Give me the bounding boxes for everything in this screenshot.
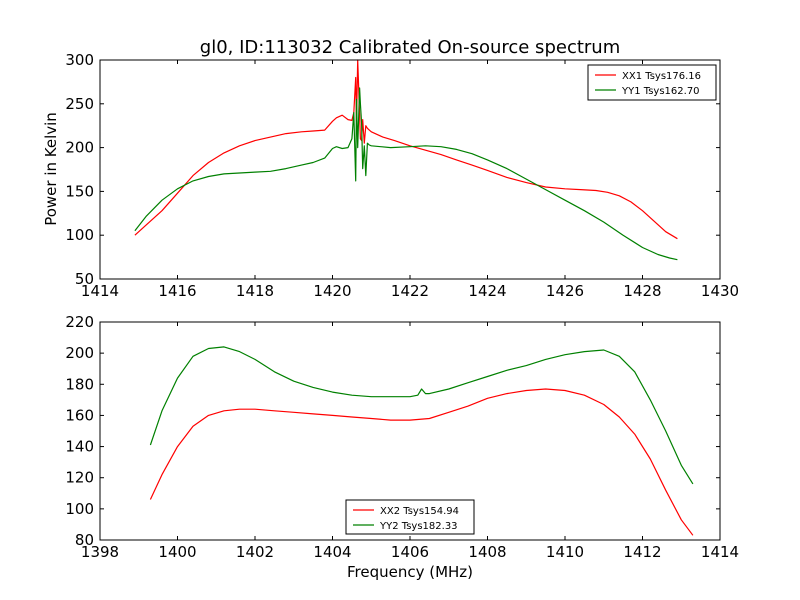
bottom-series-line-1	[149, 388, 694, 536]
bottom-legend-label-2: YY2 Tsys182.33	[379, 521, 458, 532]
top-y-tick-label: 300	[65, 51, 94, 69]
bottom-y-tick-label: 160	[65, 406, 94, 424]
bottom-x-tick-label: 1398	[81, 543, 119, 561]
bottom-x-tick-label: 1412	[623, 543, 661, 561]
top-legend-box	[587, 64, 717, 101]
bottom-x-tick-label: 1410	[546, 543, 584, 561]
top-x-tick-label: 1426	[546, 282, 584, 300]
top-y-tick-label: 100	[65, 226, 94, 244]
top-chart-panel: gl0, ID:113032 Calibrated On-source spec…	[42, 37, 739, 300]
top-x-tick-label: 1422	[391, 282, 429, 300]
top-x-tick-label: 1424	[468, 282, 506, 300]
top-chart-title: gl0, ID:113032 Calibrated On-source spec…	[200, 37, 620, 58]
bottom-y-tick-label: 120	[65, 469, 94, 487]
bottom-y-tick-label: 200	[65, 344, 94, 362]
bottom-y-tick-label: 100	[65, 500, 94, 518]
top-legend: XX1 Tsys176.16 YY1 Tsys162.70	[587, 64, 717, 101]
top-series-line-1	[134, 59, 678, 240]
top-x-tick-label: 1416	[158, 282, 196, 300]
top-y-tick-label: 250	[65, 95, 94, 113]
bottom-x-tick-label: 1414	[701, 543, 739, 561]
bottom-y-tick-label: 80	[75, 531, 94, 549]
bottom-x-tick-label: 1408	[468, 543, 506, 561]
bottom-chart-x-axis-label: Frequency (MHz)	[347, 563, 473, 581]
top-chart-y-axis-label: Power in Kelvin	[42, 112, 60, 226]
top-y-tick-label: 150	[65, 182, 94, 200]
bottom-legend: XX2 Tsys154.94 YY2 Tsys182.33	[345, 499, 475, 535]
bottom-y-tick-label: 220	[65, 313, 94, 331]
bottom-legend-label-1: XX2 Tsys154.94	[380, 506, 459, 517]
bottom-x-tick-label: 1404	[313, 543, 351, 561]
bottom-chart-panel: Frequency (MHz) 1398 1400 1402 1404 1406 1408…	[65, 313, 739, 581]
top-series-line-2	[134, 87, 678, 261]
top-legend-label-2: YY1 Tsys162.70	[621, 86, 700, 97]
bottom-x-tick-label: 1406	[391, 543, 429, 561]
bottom-x-tick-label: 1400	[158, 543, 196, 561]
top-legend-label-1: XX1 Tsys176.16	[622, 71, 701, 82]
top-x-tick-label: 1414	[81, 282, 119, 300]
top-x-tick-label: 1428	[623, 282, 661, 300]
top-y-tick-label: 200	[65, 139, 94, 157]
top-y-tick-label: 50	[75, 270, 94, 288]
top-x-tick-label: 1430	[701, 282, 739, 300]
bottom-y-tick-label: 180	[65, 375, 94, 393]
top-x-tick-label: 1418	[236, 282, 274, 300]
bottom-y-tick-label: 140	[65, 438, 94, 456]
bottom-legend-box	[345, 499, 475, 535]
bottom-x-tick-label: 1402	[236, 543, 274, 561]
top-x-tick-label: 1420	[313, 282, 351, 300]
bottom-series-line-2	[149, 346, 694, 485]
